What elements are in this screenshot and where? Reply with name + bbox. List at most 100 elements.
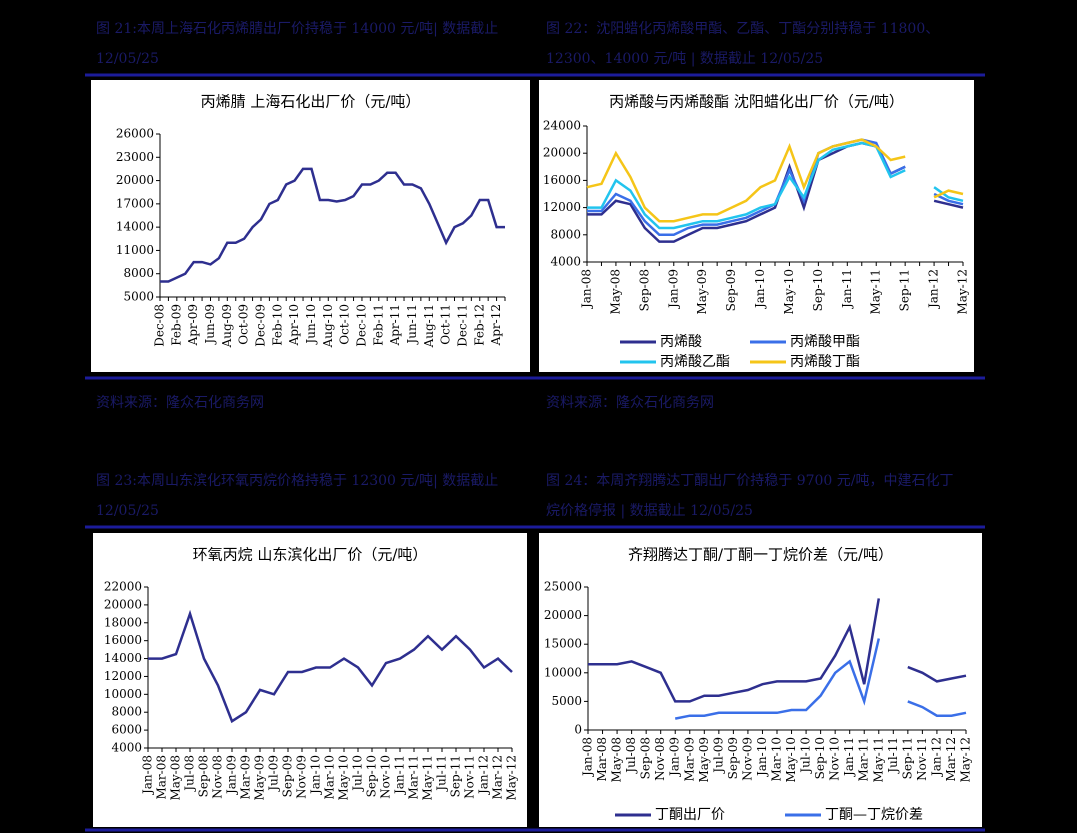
x-tick-label: Sep-11 [898, 269, 912, 311]
y-tick-label: 4000 [111, 741, 142, 755]
x-tick-label: Nov-09 [295, 755, 309, 799]
x-tick-label: Mar-09 [682, 737, 696, 782]
y-tick-label: 20000 [116, 173, 154, 187]
x-tick-label: Jan-10 [309, 755, 323, 796]
source: 资料来源：隆众石化商务网 [96, 395, 264, 411]
x-tick-label: May-09 [697, 737, 711, 783]
series-line [674, 638, 967, 720]
source: 资料来源：隆众石化商务网 [546, 395, 714, 411]
x-tick-label: Nov-11 [915, 737, 929, 781]
x-tick-label: Dec-11 [455, 304, 469, 347]
x-tick-label: Jan-11 [842, 737, 856, 778]
y-tick-label: 17000 [116, 196, 154, 210]
x-tick-label: Feb-12 [472, 304, 486, 346]
x-tick-label: Apr-11 [388, 304, 402, 346]
y-tick-label: 10000 [544, 665, 582, 679]
chart-title: 丙烯腈 上海石化出厂价（元/吨） [201, 93, 421, 111]
x-tick-label: Dec-10 [354, 304, 368, 347]
x-tick-label: Mar-11 [407, 755, 421, 800]
x-tick-label: May-10 [784, 737, 798, 783]
x-tick-label: Mar-08 [595, 737, 609, 782]
chart-title: 丙烯酸与丙烯酸酯 沈阳蜡化出厂价（元/吨） [609, 93, 904, 111]
x-tick-label: Jan-09 [668, 737, 682, 778]
x-tick-label: Jan-12 [927, 269, 941, 310]
series-line [587, 141, 964, 230]
x-tick-label: Sep-08 [197, 755, 211, 797]
x-tick-label: Dec-08 [153, 304, 167, 347]
x-tick-label: Mar-10 [770, 737, 784, 782]
x-tick-label: Jul-09 [267, 755, 281, 793]
chart-panel [539, 533, 982, 827]
chart-panel [93, 533, 527, 827]
x-tick-label: May-09 [695, 269, 709, 315]
x-tick-label: May-12 [956, 269, 970, 315]
x-tick-label: May-09 [253, 755, 267, 801]
x-tick-label: Sep-09 [281, 755, 295, 797]
x-tick-label: Sep-08 [637, 269, 651, 311]
y-tick-label: 14000 [116, 220, 154, 234]
x-tick-label: Jan-09 [666, 269, 680, 310]
x-tick-label: Apr-10 [287, 304, 301, 346]
x-tick-label: Feb-09 [169, 304, 183, 346]
x-tick-label: May-12 [959, 737, 973, 783]
x-tick-label: Jan-10 [755, 737, 769, 778]
y-tick-label: 5000 [123, 290, 154, 304]
legend-label: 丙烯酸 [660, 334, 702, 350]
legend-label: 丙烯酸甲酯 [790, 334, 860, 350]
caption: 图 24：本周齐翔腾达丁酮出厂价持稳于 9700 元/吨，中建石化丁烷价格停报 … [546, 473, 954, 519]
x-tick-label: Oct-11 [439, 304, 453, 345]
x-tick-label: Mar-12 [944, 737, 958, 782]
x-tick-label: Sep-08 [639, 737, 653, 779]
y-tick-label: 20000 [104, 597, 142, 611]
y-tick-label: 6000 [111, 723, 142, 737]
x-tick-label: Feb-11 [371, 304, 385, 346]
x-tick-label: Nov-08 [211, 755, 225, 799]
y-tick-label: 8000 [550, 227, 581, 241]
x-tick-label: Jan-11 [393, 755, 407, 796]
x-tick-label: Sep-09 [724, 269, 738, 311]
x-tick-label: May-12 [505, 755, 519, 801]
legend-label: 丙烯酸丁酯 [790, 354, 860, 370]
chart-panel [539, 80, 974, 372]
x-tick-label: Jul-10 [351, 755, 365, 793]
x-tick-label: May-08 [610, 737, 624, 783]
legend-label: 丁酮出厂价 [655, 807, 725, 823]
x-tick-label: Aug-10 [321, 304, 335, 348]
x-tick-label: Mar-10 [323, 755, 337, 800]
y-tick-label: 12000 [543, 200, 581, 214]
x-tick-label: Jan-09 [225, 755, 239, 796]
x-tick-label: Feb-10 [270, 304, 284, 346]
x-tick-label: Nov-09 [740, 737, 754, 781]
y-tick-label: 12000 [104, 669, 142, 683]
x-tick-label: Mar-11 [857, 737, 871, 782]
x-tick-label: Jul-08 [183, 755, 197, 793]
x-tick-label: Nov-11 [463, 755, 477, 799]
x-tick-label: Apr-12 [489, 304, 503, 346]
x-tick-label: Sep-10 [365, 755, 379, 797]
y-tick-label: 16000 [543, 173, 581, 187]
y-tick-label: 4000 [550, 255, 581, 269]
x-tick-label: May-11 [869, 269, 883, 315]
y-tick-label: 10000 [104, 687, 142, 701]
x-tick-label: Mar-09 [239, 755, 253, 800]
x-tick-label: Nov-08 [653, 737, 667, 781]
x-tick-label: Jan-11 [840, 269, 854, 310]
caption: 图 23:本周山东滨化环氧丙烷价格持稳于 12300 元/吨| 数据截止 12/… [96, 473, 499, 519]
y-tick-label: 26000 [116, 127, 154, 141]
y-tick-label: 5000 [551, 694, 582, 708]
legend-label: 丙烯酸乙酯 [660, 354, 730, 370]
x-tick-label: May-10 [337, 755, 351, 801]
x-tick-label: Jan-08 [580, 269, 594, 310]
series-line [160, 167, 505, 283]
y-tick-label: 8000 [111, 705, 142, 719]
caption: 图 21:本周上海石化丙烯腈出厂价持稳于 14000 元/吨| 数据截止 12/… [96, 21, 499, 67]
y-tick-label: 16000 [104, 633, 142, 647]
x-tick-label: Jan-12 [477, 755, 491, 796]
x-tick-label: Jul-11 [886, 737, 900, 775]
x-tick-label: Sep-11 [900, 737, 914, 779]
y-tick-label: 23000 [116, 150, 154, 164]
series-line [588, 598, 967, 703]
x-tick-label: Nov-10 [379, 755, 393, 799]
